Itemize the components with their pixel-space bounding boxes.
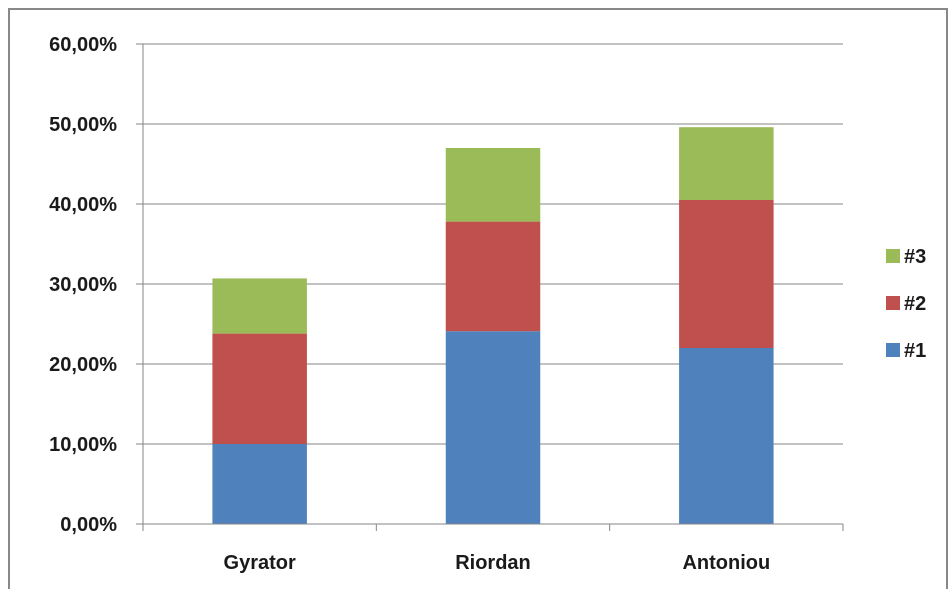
y-tick-labels: 0,00% 10,00% 20,00% 30,00% 40,00% 50,00% 60,00… bbox=[49, 34, 117, 536]
y-tick-label: 10,00% bbox=[49, 434, 117, 456]
axes bbox=[136, 43, 844, 531]
x-tick-label: Gyrator bbox=[224, 552, 296, 574]
y-tick-label: 50,00% bbox=[49, 114, 117, 136]
bar-segment bbox=[445, 221, 541, 332]
legend-swatch bbox=[886, 343, 900, 357]
legend-label: #1 bbox=[904, 340, 926, 362]
bar-segment bbox=[445, 148, 541, 222]
x-tick-labels: Gyrator Riordan Antoniou bbox=[224, 552, 771, 574]
y-tick-label: 60,00% bbox=[49, 34, 117, 56]
bar-segment bbox=[445, 331, 541, 524]
y-tick-label: 20,00% bbox=[49, 354, 117, 376]
bars bbox=[212, 127, 774, 524]
y-tick-label: 40,00% bbox=[49, 194, 117, 216]
y-tick-label: 30,00% bbox=[49, 274, 117, 296]
x-tick-label: Riordan bbox=[455, 552, 531, 574]
legend-swatch bbox=[886, 249, 900, 263]
legend-label: #3 bbox=[904, 246, 926, 268]
bar-segment bbox=[212, 444, 307, 524]
legend-swatch bbox=[886, 296, 900, 310]
legend-label: #2 bbox=[904, 293, 926, 315]
x-tick-label: Antoniou bbox=[682, 552, 770, 574]
bar-segment bbox=[212, 278, 307, 334]
bar-segment bbox=[212, 333, 307, 444]
bar-segment bbox=[679, 127, 774, 200]
bar-segment bbox=[679, 348, 774, 524]
legend: #3 #2 #1 bbox=[886, 246, 926, 362]
y-tick-label: 0,00% bbox=[60, 514, 117, 536]
bar-segment bbox=[679, 200, 774, 348]
